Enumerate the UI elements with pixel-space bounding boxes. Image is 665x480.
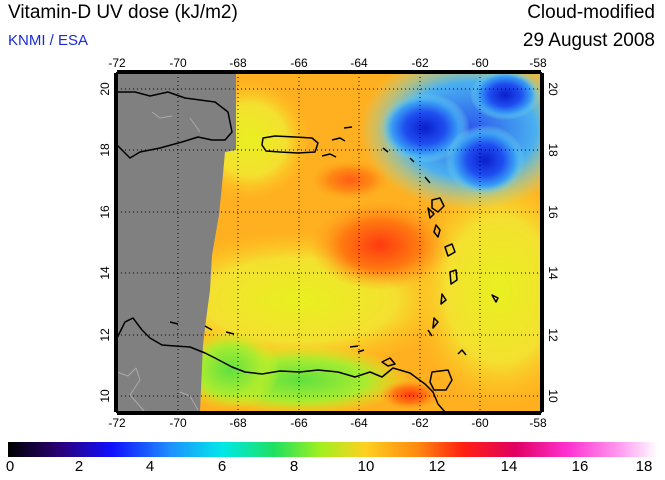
lon-tick-bottom: -70 [169, 416, 187, 430]
credit-label: KNMI / ESA [8, 32, 89, 49]
lat-tick-right: 16 [546, 205, 560, 219]
lon-tick-bottom: -72 [108, 416, 126, 430]
lon-tick-top: -66 [290, 56, 308, 70]
colorbar [8, 442, 658, 457]
lat-tick-left: 20 [98, 82, 112, 96]
lon-tick-bottom: -68 [229, 416, 247, 430]
colorbar-label: 8 [289, 458, 299, 475]
colorbar-label: 0 [5, 458, 15, 475]
lon-tick-top: -64 [350, 56, 368, 70]
lon-tick-top: -58 [529, 56, 547, 70]
lat-tick-left: 16 [98, 205, 112, 219]
uv-dose-field [117, 73, 541, 412]
lon-tick-top: -60 [471, 56, 489, 70]
graticule [117, 73, 541, 412]
lon-tick-bottom: -66 [290, 416, 308, 430]
colorbar-label: 16 [571, 458, 589, 475]
colorbar-label: 6 [217, 458, 227, 475]
colorbar-label: 4 [145, 458, 155, 475]
lat-tick-right: 12 [546, 328, 560, 342]
lon-tick-bottom: -58 [529, 416, 547, 430]
lon-tick-top: -68 [229, 56, 247, 70]
colorbar-label: 18 [635, 458, 653, 475]
lon-tick-bottom: -64 [350, 416, 368, 430]
lon-tick-top: -62 [411, 56, 429, 70]
colorbar-label: 2 [74, 458, 84, 475]
lat-tick-right: 10 [546, 389, 560, 403]
no-data-region [117, 73, 236, 412]
lat-tick-left: 18 [98, 143, 112, 157]
lat-tick-left: 10 [98, 389, 112, 403]
lat-tick-left: 12 [98, 328, 112, 342]
date-label: 29 August 2008 [522, 30, 655, 51]
lat-tick-right: 14 [546, 266, 560, 280]
mode-label: Cloud-modified [527, 2, 655, 23]
coastlines [116, 91, 499, 413]
lat-tick-right: 20 [546, 82, 560, 96]
lon-tick-top: -70 [169, 56, 187, 70]
lat-tick-right: 18 [546, 143, 560, 157]
colorbar-label: 12 [428, 458, 446, 475]
lat-tick-left: 14 [98, 266, 112, 280]
lon-tick-top: -72 [108, 56, 126, 70]
lon-tick-bottom: -62 [411, 416, 429, 430]
map-title: Vitamin-D UV dose (kJ/m2) [8, 2, 238, 23]
colorbar-label: 10 [357, 458, 375, 475]
lon-tick-bottom: -60 [471, 416, 489, 430]
colorbar-label: 14 [500, 458, 518, 475]
